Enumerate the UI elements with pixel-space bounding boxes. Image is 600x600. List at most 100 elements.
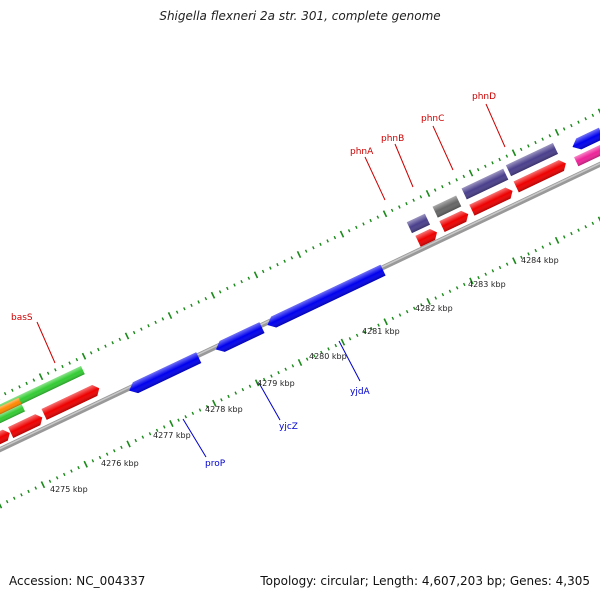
major-tick [340,338,346,346]
minor-tick [441,184,444,189]
major-tick [38,373,44,381]
minor-tick [370,326,373,331]
minor-tick [34,486,38,490]
minor-tick [241,387,245,392]
minor-tick [355,333,359,338]
minor-tick [455,178,458,182]
major-tick [296,250,302,259]
minor-tick [491,161,494,165]
minor-tick [477,275,480,280]
minor-tick [362,330,366,334]
minor-tick [240,279,243,284]
minor-tick [505,154,509,158]
minor-tick [304,249,308,253]
minor-tick [570,231,573,236]
tick-label: 4283 kbp [468,280,506,289]
tick-label: 4279 kbp [257,379,295,388]
minor-tick [197,300,200,304]
major-tick [126,440,131,448]
minor-tick [527,252,530,256]
minor-tick [55,476,59,480]
major-tick [469,277,474,285]
minor-tick [476,167,480,172]
minor-tick [32,378,36,382]
minor-tick [398,313,402,317]
minor-tick [377,323,380,327]
minor-tick [77,465,80,470]
minor-tick [70,469,73,473]
minor-tick [562,127,566,131]
minor-tick [534,140,537,145]
minor-tick [527,144,530,148]
minor-tick [247,276,251,280]
minor-tick [498,157,501,162]
gene-label-proP: proP [205,459,226,469]
major-tick [124,332,130,340]
minor-tick [190,303,193,307]
gene-feature [0,429,10,446]
major-tick [597,216,600,222]
minor-tick [519,147,523,152]
minor-tick [147,324,150,328]
major-tick [212,399,217,407]
minor-tick [584,117,587,121]
minor-tick [448,181,451,185]
minor-tick [269,266,272,270]
gene-feature [215,322,265,352]
major-tick [254,379,260,387]
minor-tick [505,262,509,266]
minor-tick [220,398,223,402]
minor-tick [319,242,322,246]
minor-tick [118,337,122,342]
major-tick [81,352,87,360]
minor-tick [183,307,186,311]
minor-tick [326,239,329,243]
minor-tick [348,337,352,341]
gene-feature [572,127,600,150]
gene-label-basS: basS [11,313,33,323]
gene-feature [8,414,43,438]
tick-label: 4280 kbp [309,352,347,361]
minor-tick [562,235,566,239]
minor-tick [433,188,437,192]
minor-tick [175,310,179,314]
major-tick [40,481,46,489]
minor-tick [97,347,100,352]
minor-tick [261,269,265,274]
minor-tick [68,361,71,365]
minor-tick [177,418,180,422]
minor-tick [270,374,273,378]
minor-tick [162,425,166,429]
minor-tick [11,388,14,392]
minor-tick [262,377,266,382]
gene-label-phnC: phnC [421,114,444,124]
major-tick [512,257,517,265]
major-tick [297,358,303,367]
minor-tick [355,225,358,230]
minor-tick [419,195,423,199]
major-tick [0,503,3,509]
major-tick [426,297,431,305]
minor-tick [61,364,64,369]
minor-tick [198,408,202,412]
gene-feature-phnB [432,195,462,218]
gene-feature [267,264,386,328]
minor-tick [291,364,295,368]
gene-features [0,127,600,446]
minor-tick [591,221,595,226]
minor-tick [327,347,330,351]
gene-label-phnD: phnD [472,92,496,102]
minor-tick [205,404,209,409]
minor-tick [120,445,123,450]
minor-tick [591,113,595,118]
gene-feature [415,229,438,247]
minor-tick [520,255,523,260]
minor-tick [161,317,165,321]
major-tick [425,189,431,197]
minor-tick [412,306,416,310]
minor-tick [191,411,195,416]
gene-feature [41,384,100,420]
minor-tick [134,438,138,443]
minor-tick [548,134,552,138]
